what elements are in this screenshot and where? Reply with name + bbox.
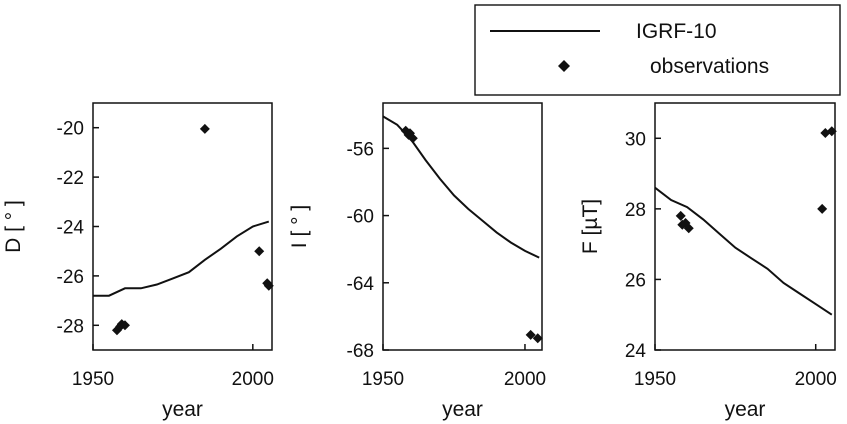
y-tick-label: -24 xyxy=(57,218,85,239)
igrf-line xyxy=(93,220,270,297)
plot-frame xyxy=(92,102,273,351)
legend-box xyxy=(474,4,841,96)
plot-frame xyxy=(382,102,543,351)
observation-point xyxy=(407,133,418,144)
legend-label-observations: observations xyxy=(650,55,769,78)
y-axis-label: I [ ° ] xyxy=(288,205,311,248)
observation-point xyxy=(119,320,130,331)
legend-label-igrf: IGRF-10 xyxy=(636,20,717,43)
igrf-line xyxy=(654,186,833,316)
x-tick-label: 2000 xyxy=(504,369,546,390)
x-axis-label: year xyxy=(442,398,483,421)
x-axis-label: year xyxy=(162,398,203,421)
panel-declination: -28 -26 -24 -22 -20 1950 2000 year D [ ° ] xyxy=(2,102,274,421)
x-tick-label: 2000 xyxy=(795,369,837,390)
observation-point xyxy=(675,210,686,221)
observation-point xyxy=(817,203,828,214)
y-tick-label: -64 xyxy=(347,274,375,295)
observation-point xyxy=(683,223,694,234)
x-tick-label: 1950 xyxy=(72,369,114,390)
y-axis-label: D [ ° ] xyxy=(2,200,25,253)
legend-diamond-swatch xyxy=(558,60,570,72)
y-tick-label: 26 xyxy=(625,270,646,291)
x-axis-label: year xyxy=(725,398,766,421)
y-axis-label: F [µT] xyxy=(579,199,602,254)
x-tick-label: 1950 xyxy=(362,369,404,390)
panel-intensity: 24 26 28 30 1950 2000 year F [µT] xyxy=(579,102,837,421)
plot-frame xyxy=(654,102,836,351)
observation-point xyxy=(532,333,543,344)
y-tick-label: -20 xyxy=(57,119,84,140)
legend: IGRF-10 observations xyxy=(474,4,841,96)
y-tick-label: -56 xyxy=(347,139,374,160)
y-tick-label: -68 xyxy=(347,341,374,362)
observation-point xyxy=(263,280,274,291)
observation-point xyxy=(199,123,210,134)
observation-point xyxy=(525,329,536,340)
y-tick-label: -28 xyxy=(57,316,84,337)
panel-inclination: -56 -60 -64 -68 1950 2000 year I [ ° ] xyxy=(288,102,546,421)
y-tick-label: 30 xyxy=(625,129,646,150)
y-tick-label: -60 xyxy=(347,207,374,228)
observation-point xyxy=(254,246,265,257)
x-tick-label: 1950 xyxy=(634,369,676,390)
y-tick-label: -22 xyxy=(57,168,84,189)
y-tick-label: 28 xyxy=(625,200,646,221)
observation-point xyxy=(826,126,837,137)
y-tick-label: 24 xyxy=(625,341,647,362)
y-tick-label: -26 xyxy=(57,267,84,288)
x-tick-label: 2000 xyxy=(232,369,274,390)
